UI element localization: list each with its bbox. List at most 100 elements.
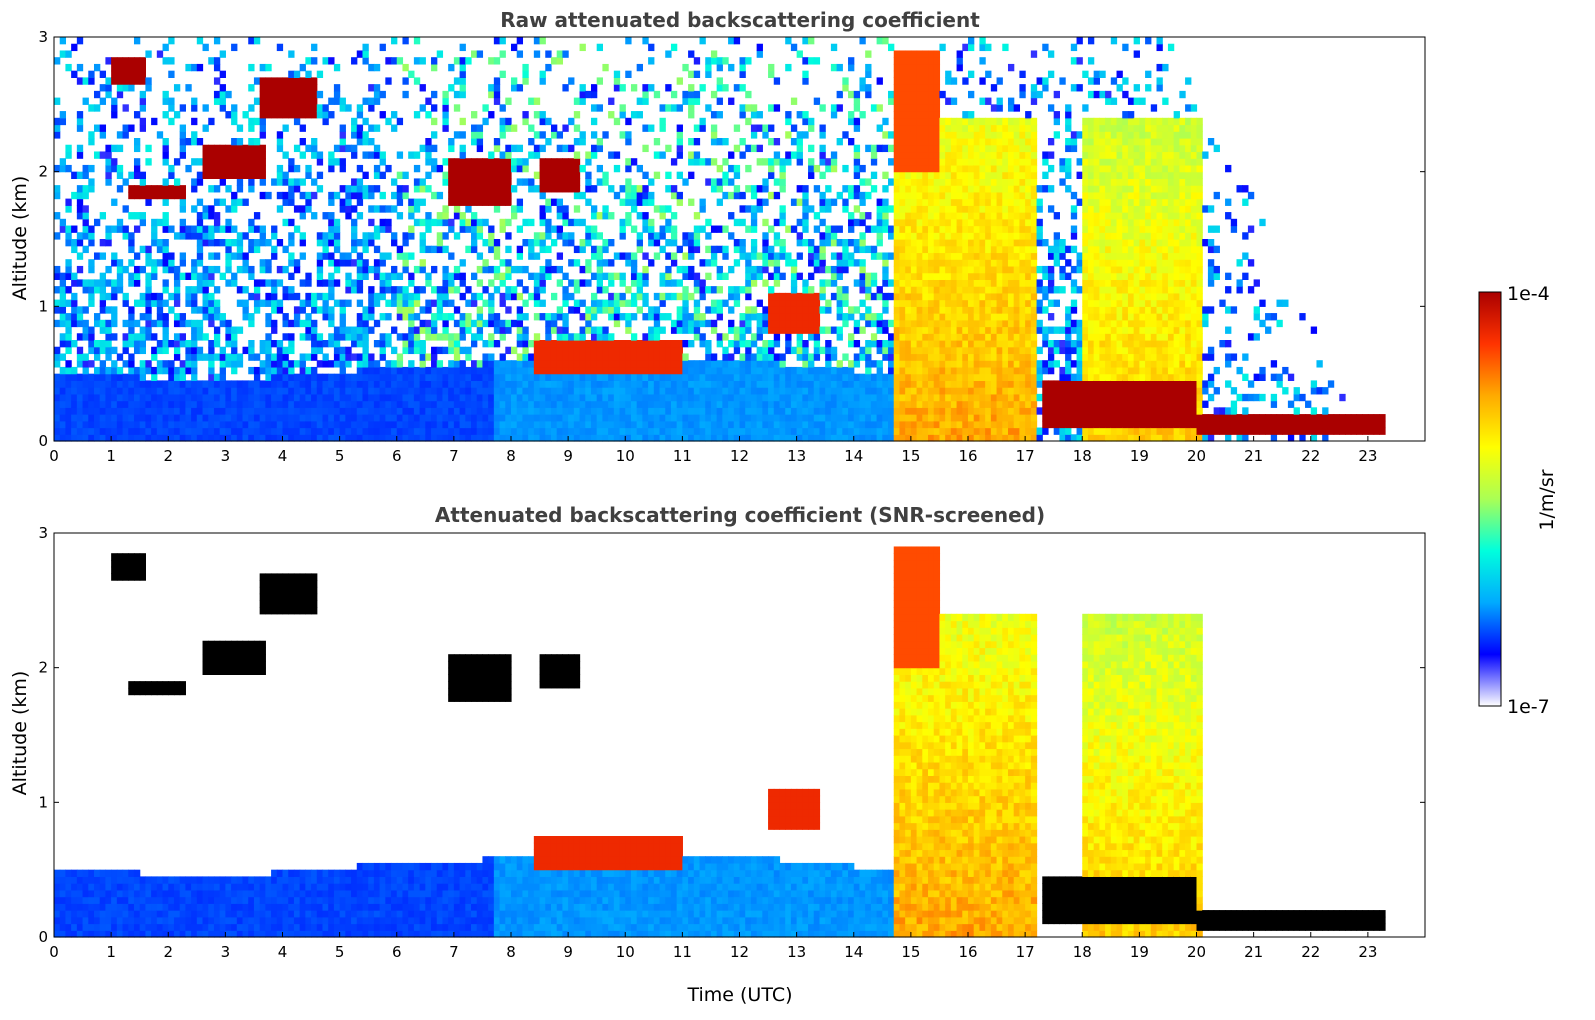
heatmap-cell [339,427,346,435]
heatmap-cell [476,400,484,408]
heatmap-cell [865,380,872,388]
heatmap-cell [276,239,284,247]
heatmap-cell [716,434,723,442]
heatmap-cell [402,239,409,247]
heatmap-cell [213,387,221,395]
heatmap-cell [876,225,883,233]
heatmap-cell [156,360,164,368]
heatmap-cell [293,111,301,119]
heatmap-cell [773,178,781,186]
heatmap-cell [813,97,821,105]
heatmap-cell [185,340,192,348]
heatmap-cell [688,326,695,334]
heatmap-cell [248,340,255,348]
heatmap-cell [808,299,815,307]
heatmap-cell [133,191,141,200]
heatmap-cell [202,333,209,341]
heatmap-cell [71,43,78,52]
heatmap-cell [219,414,226,422]
heatmap-cell [436,232,444,240]
heatmap-cell [151,346,158,355]
heatmap-cell [133,144,141,153]
heatmap-cell [288,360,295,368]
heatmap-cell [168,70,175,78]
heatmap-cell [608,360,615,368]
heatmap-cell [425,185,432,193]
heatmap-cell [345,104,352,112]
heatmap-cell [413,373,421,381]
heatmap-cell [282,104,289,112]
heatmap-cell [76,414,84,422]
heatmap-cell [882,279,889,287]
heatmap-cell [76,232,84,240]
heatmap-cell [562,158,569,166]
heatmap-cell [836,366,843,375]
heatmap-cell [596,366,603,375]
heatmap-cell [413,77,421,85]
heatmap-cell [345,380,352,388]
heatmap-cell [545,185,552,193]
heatmap-cell [676,407,683,415]
heatmap-cell [65,380,72,388]
heatmap-cell [505,380,512,388]
heatmap-cell [768,158,775,166]
heatmap-cell [648,57,655,65]
heatmap-cell [842,387,849,395]
heatmap-cell [219,380,226,388]
heatmap-cell [459,380,466,388]
heatmap-cell [665,407,672,415]
heatmap-cell [76,151,84,159]
heatmap-cell [139,313,146,321]
heatmap-cell [65,346,72,355]
heatmap-cell [750,393,758,402]
heatmap-cell [848,434,855,442]
heatmap-cell [362,259,369,267]
heatmap-cell [208,360,215,368]
heatmap-cell [819,191,826,200]
heatmap-cell [550,164,558,173]
heatmap-cell [76,346,84,355]
heatmap-cell [830,393,838,402]
heatmap-cell [739,151,746,159]
heatmap-cell [865,286,872,294]
heatmap-cell [830,420,838,429]
heatmap-cell [213,286,221,294]
heatmap-cell [82,245,89,254]
heatmap-cell [333,265,341,274]
heatmap-cell [133,57,141,65]
heatmap-cell [648,178,655,186]
heatmap-cell [562,360,569,368]
heatmap-cell [773,414,781,422]
heatmap-cell [528,245,535,254]
heatmap-cell [396,427,404,435]
heatmap-cell [853,124,861,132]
heatmap-cell [425,212,432,220]
heatmap-cell [768,259,775,267]
heatmap-cell [859,373,866,381]
heatmap-cell [402,414,409,422]
heatmap-cell [905,420,912,429]
heatmap-cell [448,185,455,193]
heatmap-cell [768,346,775,355]
heatmap-cell [773,299,781,307]
heatmap-cell [528,124,535,132]
heatmap-cell [573,259,581,267]
heatmap-cell [808,333,815,341]
heatmap-cell [276,131,284,139]
heatmap-cell [710,420,718,429]
heatmap-cell [688,319,695,328]
heatmap-cell [825,340,832,348]
heatmap-cell [728,178,735,186]
heatmap-cell [722,84,729,92]
heatmap-cell [128,124,135,132]
heatmap-cell [693,333,701,341]
heatmap-cell [808,164,815,173]
heatmap-cell [99,414,107,422]
heatmap-cell [191,340,198,348]
heatmap-cell [568,158,575,166]
heatmap-cell [796,326,803,334]
heatmap-cell [322,57,329,65]
heatmap-cell [505,117,512,126]
heatmap-cell [779,373,786,381]
heatmap-cell [545,387,552,395]
